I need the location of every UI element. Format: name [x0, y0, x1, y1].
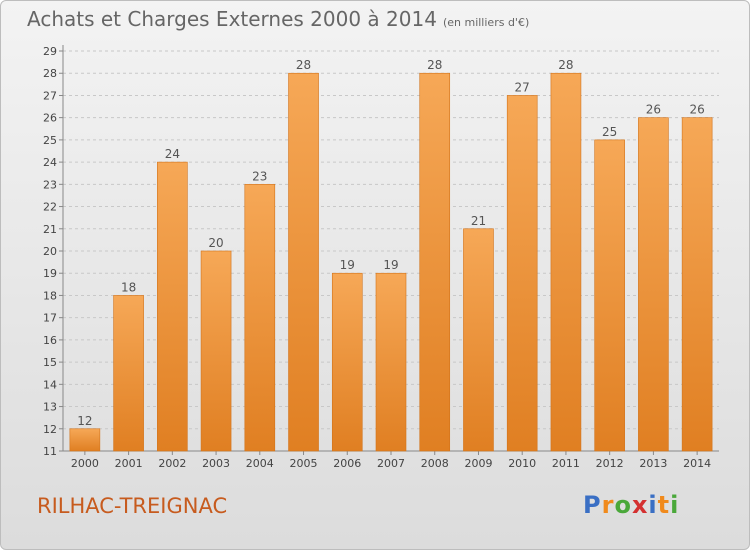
bar	[69, 428, 101, 452]
value-label: 21	[471, 214, 486, 228]
x-tick-label: 2001	[115, 457, 143, 470]
x-tick-label: 2006	[333, 457, 361, 470]
bar	[244, 184, 276, 452]
proxiti-logo[interactable]: Proxiti	[583, 491, 679, 519]
value-label: 27	[515, 80, 530, 94]
bar	[375, 272, 407, 452]
logo-letter: t	[657, 491, 671, 519]
y-tick-label: 20	[43, 245, 57, 258]
value-label: 19	[340, 258, 355, 272]
bar	[506, 95, 538, 452]
value-label: 26	[646, 103, 661, 117]
logo-letter: i	[648, 491, 658, 519]
value-label: 28	[427, 58, 442, 72]
bar	[681, 117, 713, 452]
y-tick-label: 28	[43, 67, 57, 80]
x-tick-label: 2013	[639, 457, 667, 470]
bar	[463, 228, 494, 452]
x-tick-label: 2012	[596, 457, 624, 470]
y-tick-label: 18	[43, 289, 57, 302]
logo-letter: i	[670, 491, 680, 519]
y-tick-label: 29	[43, 45, 57, 58]
bar	[113, 295, 144, 452]
y-tick-label: 23	[43, 178, 57, 191]
x-tick-label: 2003	[202, 457, 230, 470]
y-tick-label: 26	[43, 112, 57, 125]
y-tick-label: 27	[43, 89, 57, 102]
y-tick-label: 12	[43, 423, 57, 436]
x-tick-label: 2002	[158, 457, 186, 470]
x-tick-label: 2007	[377, 457, 405, 470]
bar	[419, 72, 451, 452]
axes: 11 12 13 14 15 16 17 18 19 20 21 22 23 24 25 26 27 28 29 20…	[43, 45, 719, 470]
value-label: 12	[77, 414, 92, 428]
logo-letter: r	[601, 491, 615, 519]
x-tick-label: 2010	[508, 457, 536, 470]
logo-letter: o	[614, 491, 632, 519]
x-tick-label: 2000	[71, 457, 99, 470]
value-label: 18	[121, 280, 136, 294]
bar	[594, 139, 625, 452]
bar	[200, 250, 232, 452]
bars	[69, 72, 713, 452]
y-tick-label: 11	[43, 445, 57, 458]
value-label: 28	[296, 58, 311, 72]
value-labels: 12 18 24 20 23 28 19 19 28 21 27 28 25 26 26	[77, 58, 705, 428]
value-label: 24	[165, 147, 180, 161]
bar	[288, 72, 319, 452]
value-label: 23	[252, 169, 267, 183]
value-label: 25	[602, 125, 617, 139]
y-tick-label: 17	[43, 312, 57, 325]
chart-title-unit: (en milliers d'€)	[442, 16, 530, 29]
value-label: 20	[208, 236, 223, 250]
bar	[157, 161, 188, 452]
value-label: 19	[383, 258, 398, 272]
chart-title-main: Achats et Charges Externes 2000 à 2014	[27, 7, 437, 31]
x-tick-label: 2014	[683, 457, 711, 470]
x-tick-label: 2008	[421, 457, 449, 470]
y-tick-label: 24	[43, 156, 57, 169]
x-tick-label: 2005	[290, 457, 318, 470]
bar	[331, 272, 363, 452]
y-tick-label: 21	[43, 223, 57, 236]
value-label: 28	[558, 58, 573, 72]
value-label: 26	[689, 103, 704, 117]
y-tick-label: 22	[43, 201, 57, 214]
city-name: RILHAC-TREIGNAC	[37, 494, 228, 518]
y-tick-label: 16	[43, 334, 57, 347]
y-tick-label: 14	[43, 378, 57, 391]
y-tick-label: 13	[43, 401, 57, 414]
y-tick-label: 25	[43, 134, 57, 147]
bar	[550, 72, 582, 452]
logo-letter: x	[631, 491, 649, 519]
y-tick-label: 15	[43, 356, 57, 369]
x-tick-label: 2011	[552, 457, 580, 470]
x-tick-label: 2009	[464, 457, 492, 470]
bar	[638, 117, 669, 452]
logo-letter: P	[583, 491, 602, 519]
y-tick-label: 19	[43, 267, 57, 280]
x-tick-label: 2004	[246, 457, 274, 470]
chart-title: Achats et Charges Externes 2000 à 2014 (e…	[27, 7, 529, 31]
